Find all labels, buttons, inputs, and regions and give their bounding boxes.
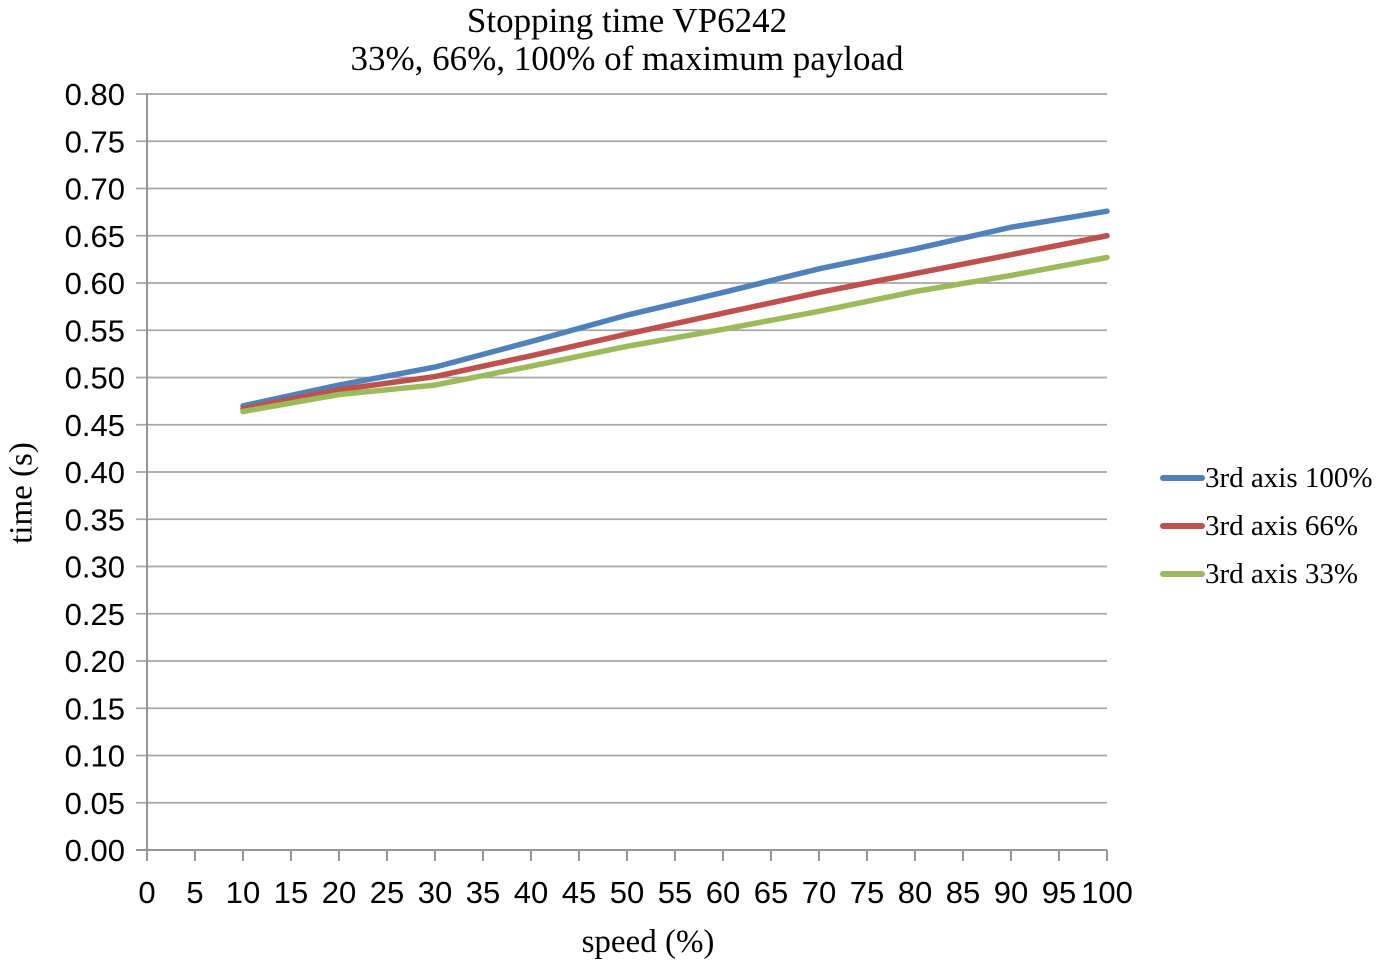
legend-line-swatch bbox=[1160, 475, 1205, 481]
x-tick-label: 40 bbox=[514, 875, 548, 910]
x-axis-title: speed (%) bbox=[581, 924, 715, 960]
legend-item-label: 3rd axis 66% bbox=[1205, 509, 1359, 542]
x-tick-label: 10 bbox=[226, 875, 260, 910]
y-tick-label: 0.35 bbox=[65, 502, 125, 537]
x-tick-label: 25 bbox=[370, 875, 404, 910]
legend-item: 3rd axis 66% bbox=[1160, 502, 1373, 550]
x-tick-label: 45 bbox=[562, 875, 596, 910]
legend-item-label: 3rd axis 100% bbox=[1205, 461, 1373, 494]
x-tick-label: 70 bbox=[802, 875, 836, 910]
y-tick-label: 0.10 bbox=[65, 739, 125, 774]
x-tick-label: 15 bbox=[274, 875, 308, 910]
y-tick-label: 0.80 bbox=[65, 77, 125, 112]
series-line-3rd-axis-100- bbox=[240, 208, 1110, 409]
y-tick-label: 0.40 bbox=[65, 455, 125, 490]
x-tick-label: 100 bbox=[1081, 875, 1133, 910]
y-tick-label: 0.75 bbox=[65, 124, 125, 159]
legend-line-swatch bbox=[1160, 523, 1205, 529]
x-tick-label: 90 bbox=[994, 875, 1028, 910]
chart-subtitle: 33%, 66%, 100% of maximum payload bbox=[350, 39, 904, 78]
x-tick-label: 80 bbox=[898, 875, 932, 910]
legend-item: 3rd axis 33% bbox=[1160, 550, 1373, 598]
y-tick-label: 0.55 bbox=[65, 313, 125, 348]
legend-line-swatch bbox=[1160, 571, 1205, 577]
y-tick-label: 0.05 bbox=[65, 786, 125, 821]
x-tick-label: 75 bbox=[850, 875, 884, 910]
x-tick-label: 0 bbox=[138, 875, 155, 910]
legend-item-label: 3rd axis 33% bbox=[1205, 557, 1359, 590]
x-tick-label: 95 bbox=[1042, 875, 1076, 910]
x-tick-label: 60 bbox=[706, 875, 740, 910]
y-tick-label: 0.25 bbox=[65, 597, 125, 632]
y-tick-label: 0.15 bbox=[65, 691, 125, 726]
legend: 3rd axis 100% 3rd axis 66% 3rd axis 33% bbox=[1160, 454, 1373, 598]
x-tick-label: 85 bbox=[946, 875, 980, 910]
y-tick-label: 0.50 bbox=[65, 361, 125, 396]
y-tick-label: 0.45 bbox=[65, 408, 125, 443]
x-tick-label: 65 bbox=[754, 875, 788, 910]
y-axis-title: time (s) bbox=[3, 442, 40, 544]
y-tick-label: 0.30 bbox=[65, 550, 125, 585]
y-tick-label: 0.60 bbox=[65, 266, 125, 301]
y-tick-label: 0.65 bbox=[65, 219, 125, 254]
x-tick-label: 55 bbox=[658, 875, 692, 910]
y-tick-label: 0.00 bbox=[65, 833, 125, 868]
legend-item: 3rd axis 100% bbox=[1160, 454, 1373, 502]
chart-title: Stopping time VP6242 bbox=[466, 1, 788, 40]
x-tick-label: 50 bbox=[610, 875, 644, 910]
x-tick-label: 20 bbox=[322, 875, 356, 910]
y-tick-label: 0.20 bbox=[65, 644, 125, 679]
x-tick-label: 30 bbox=[418, 875, 452, 910]
x-tick-label: 5 bbox=[186, 875, 203, 910]
series-line-3rd-axis-33- bbox=[240, 254, 1110, 415]
series-line-3rd-axis-66- bbox=[240, 233, 1110, 412]
x-tick-label: 35 bbox=[466, 875, 500, 910]
y-tick-label: 0.70 bbox=[65, 172, 125, 207]
